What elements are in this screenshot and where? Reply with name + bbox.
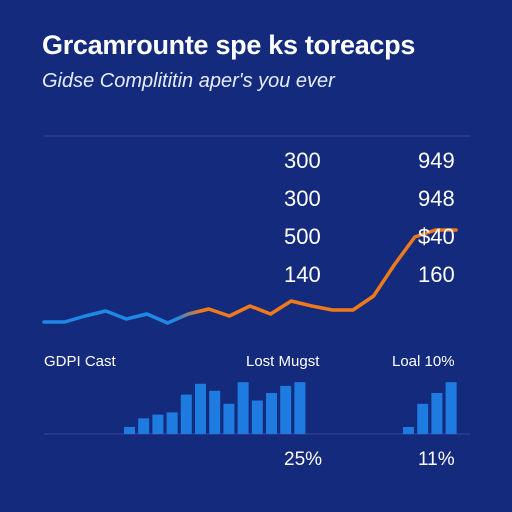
bar (294, 382, 306, 434)
bar (152, 414, 164, 434)
bar (124, 427, 135, 434)
line-series (42, 228, 458, 325)
right-tick-label: 160 (418, 262, 455, 287)
bars-layer (124, 382, 457, 434)
bar (166, 412, 178, 434)
bar-group-percent: 25% (284, 449, 322, 470)
chart-title: Grcamrounte spe ks toreacps (42, 30, 416, 60)
mid-tick-label: 300 (284, 186, 321, 211)
bar (209, 390, 221, 434)
bar (417, 403, 429, 434)
bar (403, 427, 414, 434)
bar (266, 393, 277, 434)
bar (237, 382, 249, 434)
bar (180, 394, 192, 434)
mid-tick-label: 500 (284, 224, 321, 249)
bar-group-label: Loal 10% (392, 353, 455, 370)
right-tick-label: 949 (418, 148, 455, 173)
bar-group-label: GDPI Cast (44, 353, 117, 370)
bar (280, 385, 292, 434)
right-tick-label: 948 (418, 186, 455, 211)
bar (445, 382, 457, 434)
bar (223, 403, 235, 434)
bar (251, 400, 263, 434)
bar (431, 393, 443, 434)
mid-tick-label: 140 (284, 262, 321, 287)
bar-group-label: Lost Mugst (246, 353, 320, 370)
bar-group-percent: 11% (418, 449, 455, 470)
chart-subtitle: Gidse Complititin aper's you ever (42, 70, 335, 92)
bar (138, 418, 150, 434)
right-tick-label: $40 (418, 224, 455, 249)
bar (195, 383, 206, 434)
mid-tick-label: 300 (284, 148, 321, 173)
